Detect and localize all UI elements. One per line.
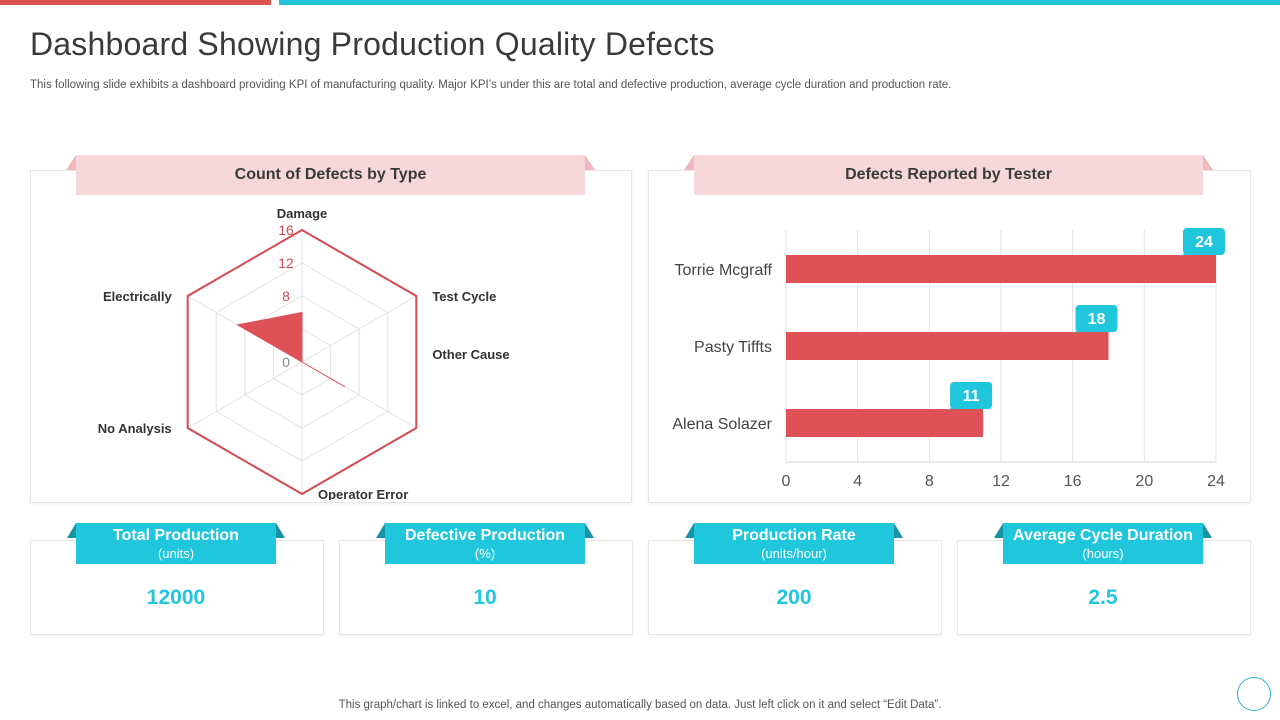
bar-chart-title: Defects Reported by Tester bbox=[694, 155, 1203, 195]
radar-axis-label: Test Cycle bbox=[432, 289, 496, 304]
radar-outer-ring bbox=[186, 228, 418, 496]
bar-data-label-pointer bbox=[1071, 330, 1090, 333]
radar-chart-panel bbox=[30, 170, 632, 503]
kpi-value-total-production: 12000 bbox=[146, 586, 206, 609]
kpi-unit: (%) bbox=[474, 546, 496, 561]
kpi-ribbon-tab-left bbox=[994, 523, 1003, 538]
bar bbox=[786, 409, 984, 437]
kpi-ribbon-tab-right bbox=[1203, 523, 1212, 538]
kpi-ribbon-tab-right bbox=[276, 523, 285, 538]
bar-category-label: Alena Solazer bbox=[672, 416, 772, 433]
ribbon-tab-right bbox=[585, 155, 595, 170]
top-accent-bar-red bbox=[0, 0, 271, 5]
bar-x-tick-label: 20 bbox=[1135, 473, 1153, 490]
bar-data-label: 11 bbox=[963, 388, 980, 405]
radar-axis-label: No Analysis bbox=[98, 421, 172, 436]
kpi-value-production-rate: 200 bbox=[776, 586, 812, 609]
footer-note: This graph/chart is linked to excel, and… bbox=[338, 699, 942, 711]
kpi-header-average-cycle-duration: Average Cycle Duration (hours) bbox=[1003, 523, 1203, 564]
kpi-value-defective-production: 10 bbox=[473, 586, 497, 609]
bar-category-label: Pasty Tiffts bbox=[694, 339, 772, 356]
kpi-unit: (units) bbox=[157, 546, 195, 561]
bar-data-label-bubble bbox=[1075, 305, 1118, 332]
radar-axis-label: Electrically bbox=[103, 289, 172, 304]
kpi-header-total-production: Total Production (units) bbox=[76, 523, 276, 564]
ribbon-tab-left bbox=[66, 155, 76, 170]
kpi-value-average-cycle-duration: 2.5 bbox=[1088, 586, 1118, 609]
radar-series-area bbox=[236, 311, 346, 388]
ribbon-tab-right bbox=[1203, 155, 1213, 170]
ribbon-tab-left bbox=[684, 155, 694, 170]
radar-axis-label: Damage bbox=[277, 206, 328, 221]
radar-chart-title: Count of Defects by Type bbox=[76, 155, 585, 195]
bar bbox=[786, 332, 1109, 360]
bar-x-tick-label: 4 bbox=[853, 473, 862, 490]
bar-x-tick-label: 16 bbox=[1064, 473, 1082, 490]
radar-tick-label: 0 bbox=[282, 354, 290, 370]
radar-axis-label: Operator Error bbox=[318, 487, 408, 500]
kpi-ribbon-tab-left bbox=[67, 523, 76, 538]
kpi-label: Average Cycle Duration bbox=[1013, 527, 1193, 544]
radar-tick-label: 8 bbox=[282, 288, 290, 304]
radar-spoke bbox=[187, 361, 303, 429]
bar-x-tick-label: 12 bbox=[992, 473, 1010, 490]
kpi-header-production-rate: Production Rate (units/hour) bbox=[694, 523, 894, 564]
kpi-unit: (hours) bbox=[1082, 546, 1124, 561]
bar-data-label: 24 bbox=[1195, 234, 1213, 251]
kpi-ribbon-tab-right bbox=[585, 523, 594, 538]
bar-data-label-bubble bbox=[950, 382, 993, 409]
radar-tick-label: 12 bbox=[278, 255, 294, 271]
kpi-ribbon-tab-left bbox=[685, 523, 694, 538]
bar-category-label: Torrie Mcgraff bbox=[674, 262, 772, 279]
bar-data-label: 18 bbox=[1088, 311, 1106, 328]
bar-data-label-pointer bbox=[1179, 253, 1197, 256]
top-accent-bar-teal bbox=[279, 0, 1280, 5]
kpi-ribbon-tab-right bbox=[894, 523, 903, 538]
kpi-label: Defective Production bbox=[404, 527, 566, 544]
kpi-label: Production Rate bbox=[732, 527, 856, 544]
bar-chart: 0 4 8 12 16 20 24 Torrie Mcgraff 24 Pasty Tiffts 1… bbox=[672, 228, 1225, 490]
radar-axis-label: Other Cause bbox=[432, 347, 509, 362]
bar-data-label-bubble bbox=[1183, 228, 1225, 255]
radar-spoke bbox=[301, 295, 417, 363]
radar-tick-label: 16 bbox=[278, 222, 294, 238]
kpi-ribbon-tab-left bbox=[376, 523, 385, 538]
bar-x-tick-label: 24 bbox=[1207, 473, 1225, 490]
kpi-label: Total Production bbox=[113, 527, 239, 544]
corner-circle-icon[interactable] bbox=[1237, 677, 1271, 711]
page-subtitle: This following slide exhibits a dashboar… bbox=[30, 79, 952, 91]
bar-x-tick-label: 0 bbox=[782, 473, 791, 490]
page-title: Dashboard Showing Production Quality Def… bbox=[30, 26, 715, 62]
kpi-unit: (units/hour) bbox=[761, 546, 827, 561]
kpi-header-defective-production: Defective Production (%) bbox=[385, 523, 585, 564]
bar-x-tick-label: 8 bbox=[925, 473, 934, 490]
bar bbox=[786, 255, 1216, 283]
